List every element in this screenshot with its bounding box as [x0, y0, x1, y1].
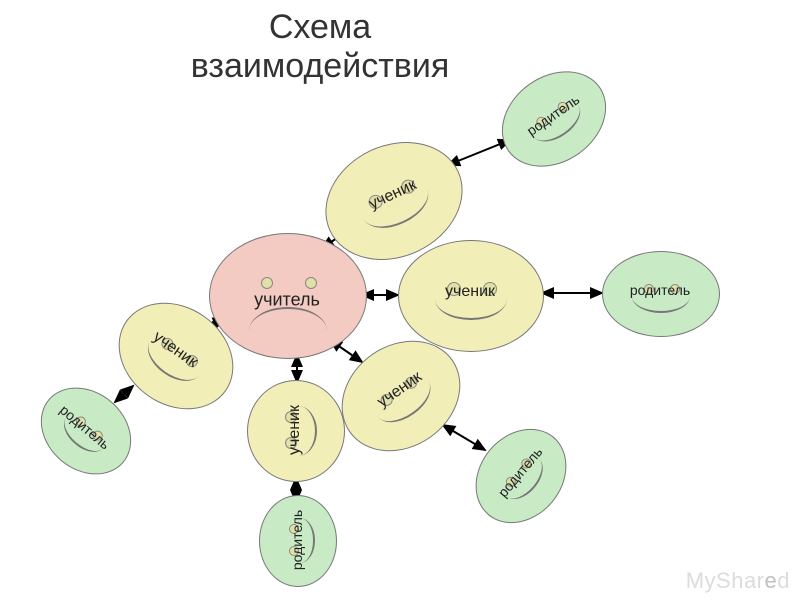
smile-mouth-icon [435, 299, 507, 320]
eye-icon [261, 277, 273, 289]
watermark-suffix: d [777, 568, 790, 593]
edge [448, 140, 510, 165]
node-label: родитель [630, 282, 690, 298]
diagram-title: Схема взаимодействия [120, 8, 520, 86]
edge [115, 386, 133, 402]
diagram-canvas: Схема взаимодействия учитель ученик ученик… [0, 0, 800, 600]
node-label: родитель [289, 510, 305, 570]
node-label: ученик [445, 283, 495, 301]
title-line-1: Схема [120, 8, 520, 47]
watermark-accent: e [765, 568, 778, 593]
watermark-prefix: MyShar [686, 568, 765, 593]
watermark: MyShared [686, 568, 790, 594]
smile-mouth-icon [632, 296, 690, 313]
node-label: учитель [254, 290, 320, 311]
sad-mouth-icon [249, 307, 327, 331]
eye-icon [305, 277, 317, 289]
node-label: ученик [286, 405, 304, 455]
title-line-2: взаимодействия [120, 47, 520, 86]
edge [443, 425, 485, 450]
